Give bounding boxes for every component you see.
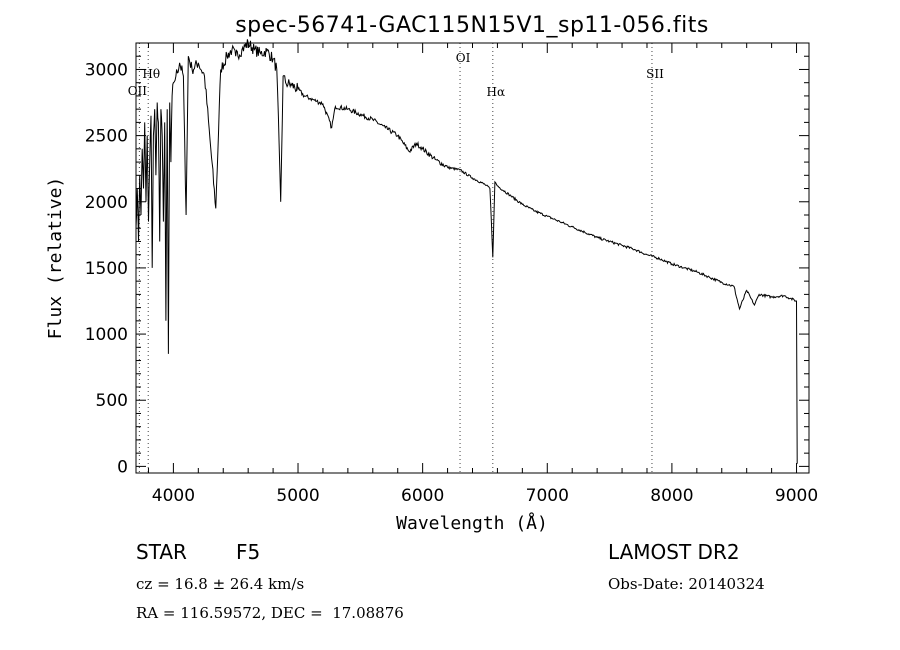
x-tick-label: 6000: [401, 486, 444, 506]
line-marker-label: OII: [128, 84, 148, 98]
x-tick-label: 8000: [650, 486, 693, 506]
y-tick-label: 1500: [85, 259, 128, 279]
spectral-line-markers: OII Hθ OI Hα SII: [128, 43, 664, 473]
x-tick-label: 7000: [526, 486, 569, 506]
y-axis: 0 500 1000 1500 2000 2500 3000: [85, 55, 809, 477]
y-tick-label: 0: [117, 457, 128, 477]
x-axis-label: Wavelength (Å): [396, 512, 548, 534]
object-subclass: F5: [236, 540, 261, 564]
observation-date: Obs-Date: 20140324: [608, 575, 765, 593]
y-tick-label: 2000: [85, 193, 128, 213]
x-tick-label: 4000: [152, 486, 195, 506]
y-tick-label: 3000: [85, 60, 128, 80]
y-axis-label: Flux (relative): [45, 177, 66, 340]
plot-frame: [135, 42, 810, 474]
x-tick-label: 5000: [276, 486, 319, 506]
x-tick-label: 9000: [775, 486, 818, 506]
x-axis: 4000 5000 6000 7000 8000 9000: [147, 43, 818, 506]
y-tick-label: 500: [96, 391, 128, 411]
redshift-value: cz = 16.8 ± 26.4 km/s: [136, 575, 305, 593]
flux-line: [135, 39, 798, 464]
line-marker-label: Hθ: [142, 67, 160, 81]
chart-title: spec-56741-GAC115N15V1_sp11-056.fits: [235, 13, 709, 38]
coordinates: RA = 116.59572, DEC = 17.08876: [136, 604, 404, 622]
y-tick-label: 2500: [85, 127, 128, 147]
object-class: STAR: [136, 540, 187, 564]
line-marker-label: OI: [456, 51, 471, 65]
flux-series: [135, 39, 798, 464]
line-marker-label: SII: [646, 67, 664, 81]
survey-name: LAMOST DR2: [608, 540, 740, 564]
line-marker-label: Hα: [487, 85, 506, 99]
y-tick-label: 1000: [85, 325, 128, 345]
